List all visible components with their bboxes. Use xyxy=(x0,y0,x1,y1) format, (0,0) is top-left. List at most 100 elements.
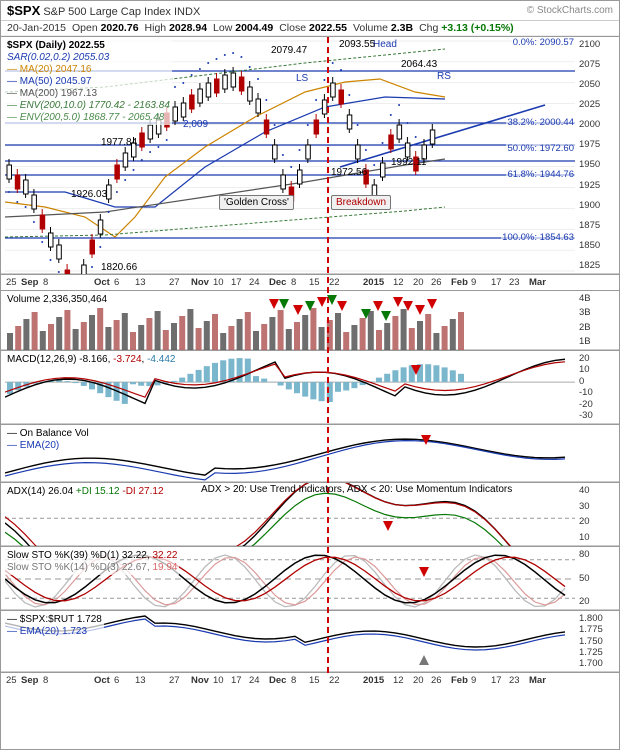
y-tick: 50 xyxy=(579,573,617,584)
y-tick: 1B xyxy=(579,336,617,347)
x-tick: Dec xyxy=(269,675,286,686)
x-tick: 8 xyxy=(291,675,296,686)
x-tick: 6 xyxy=(114,277,119,288)
y-tick: -30 xyxy=(579,410,617,421)
x-tick: 13 xyxy=(135,277,146,288)
y-tick: 1900 xyxy=(579,200,617,211)
legend-line: — ENV(200,10.0) 1770.42 - 2163.84 xyxy=(7,100,170,112)
x-tick: Dec xyxy=(269,277,286,288)
price-annotation: 1972.56 xyxy=(331,167,367,178)
chg-label: Chg xyxy=(419,22,438,34)
adx-legend: ADX(14) 26.04 +DI 15.12 -DI 27.12 xyxy=(5,485,166,499)
x-tick: 2015 xyxy=(363,675,384,686)
legend-part: 27.12 xyxy=(138,486,163,497)
y-tick: -20 xyxy=(579,399,617,410)
volume-legend: Volume 2,336,350,464 xyxy=(5,293,109,307)
y-tick: 1875 xyxy=(579,220,617,231)
legend-part: -DI xyxy=(120,486,139,497)
legend-part: MACD(12,26,9) xyxy=(7,354,79,365)
obv-arrow-icon xyxy=(421,435,431,445)
x-tick: Mar xyxy=(529,675,546,686)
y-tick: 2075 xyxy=(579,59,617,70)
callout: Breakdown xyxy=(331,195,391,210)
y-tick: 1.775 xyxy=(579,624,617,635)
adx-note: ADX > 20: Use Trend Indicators, ADX < 20… xyxy=(201,484,512,495)
vertical-marker-line xyxy=(327,37,329,673)
obv-panel[interactable]: — On Balance Vol— EMA(20) xyxy=(1,424,619,482)
y-tick: 40 xyxy=(579,485,617,496)
x-tick: 17 xyxy=(231,277,242,288)
volume-arrow-red-icon xyxy=(269,299,279,309)
legend-part: -4.442 xyxy=(147,354,175,365)
x-axis-top: 25Sep8Oct61327Nov101724Dec81522201512202… xyxy=(1,274,619,290)
y-tick: 80 xyxy=(579,549,617,560)
y-tick: 1825 xyxy=(579,260,617,271)
volume-arrow-red-icon xyxy=(415,305,425,315)
low-label: Low xyxy=(213,22,232,34)
volume-arrow-red-icon xyxy=(293,305,303,315)
y-tick: 4B xyxy=(579,293,617,304)
price-annotation: 1926.03 xyxy=(71,189,107,200)
y-tick: 1950 xyxy=(579,159,617,170)
fib-label: 38.2%: 2000.44 xyxy=(506,117,575,128)
callout: 'Golden Cross' xyxy=(219,195,294,210)
volume-arrow-red-icon xyxy=(403,301,413,311)
x-tick: Nov xyxy=(191,675,209,686)
price-annotation: 1977.84 xyxy=(101,137,137,148)
fib-label: 100.0%: 1854.63 xyxy=(501,232,575,243)
x-tick: 20 xyxy=(413,675,424,686)
x-tick: 10 xyxy=(213,675,224,686)
volume-panel[interactable]: Volume 2,336,350,464 4B3B2B1B xyxy=(1,290,619,350)
volume-label: Volume xyxy=(353,22,388,34)
x-tick: 8 xyxy=(291,277,296,288)
x-tick: Mar xyxy=(529,277,546,288)
legend-part: -3.724 xyxy=(113,354,141,365)
legend-line: $SPX (Daily) 2022.55 xyxy=(7,40,170,52)
legend-part: +DI xyxy=(73,486,94,497)
legend-part: 32.22 xyxy=(152,550,177,561)
volume-arrow-red-icon xyxy=(317,297,327,307)
high-label: High xyxy=(145,22,167,34)
date: 20-Jan-2015 xyxy=(7,22,66,34)
adx-panel[interactable]: ADX(14) 26.04 +DI 15.12 -DI 27.12 40 30 20… xyxy=(1,482,619,546)
x-tick: 25 xyxy=(6,277,17,288)
legend-part: 19.94 xyxy=(152,562,177,573)
legend-part: 32.22 xyxy=(122,550,147,561)
volume-arrow-red-icon xyxy=(373,301,383,311)
y-tick: 30 xyxy=(579,501,617,512)
stochastic-panel[interactable]: Slow STO %K(39) %D(1) 32.22, 32.22Slow S… xyxy=(1,546,619,610)
price-y-axis: 2100207520502025200019751950192519001875… xyxy=(579,37,617,273)
x-tick: 25 xyxy=(6,675,17,686)
macd-panel[interactable]: MACD(12,26,9) -8.166, -3.724, -4.442 201… xyxy=(1,350,619,424)
x-tick: 17 xyxy=(231,675,242,686)
y-tick: 20 xyxy=(579,516,617,527)
obv-legend: — On Balance Vol— EMA(20) xyxy=(5,427,91,453)
obv-plot-area[interactable] xyxy=(5,425,577,481)
legend-line: — MA(20) 2047.16 xyxy=(7,64,170,76)
x-tick: 2015 xyxy=(363,277,384,288)
x-tick: 10 xyxy=(213,277,224,288)
close-value: 2022.55 xyxy=(309,22,347,34)
ratio-panel[interactable]: — $SPX:$RUT 1.728— EMA(20) 1.723 1.8001.… xyxy=(1,610,619,672)
x-tick: 23 xyxy=(509,277,520,288)
x-tick: Feb xyxy=(451,675,468,686)
legend-part: 22.67 xyxy=(122,562,147,573)
stochastic-legend: Slow STO %K(39) %D(1) 32.22, 32.22Slow S… xyxy=(5,549,179,575)
y-tick: 10 xyxy=(579,532,617,543)
y-tick: 2100 xyxy=(579,39,617,50)
high-value: 2028.94 xyxy=(169,22,207,34)
x-tick: 26 xyxy=(431,675,442,686)
y-tick: 3B xyxy=(579,307,617,318)
x-tick: 9 xyxy=(471,675,476,686)
price-panel[interactable]: $SPX (Daily) 2022.55SAR(0.02,0.2) 2055.0… xyxy=(1,36,619,274)
y-tick: 20 xyxy=(579,596,617,607)
fib-label: 50.0%: 1972.60 xyxy=(506,143,575,154)
instrument-name: S&P 500 Large Cap Index xyxy=(43,6,171,18)
y-tick: 1.800 xyxy=(579,613,617,624)
open-value: 2020.76 xyxy=(101,22,139,34)
volume-y-axis: 4B3B2B1B xyxy=(579,291,617,349)
volume-arrow-grn-icon xyxy=(381,311,391,321)
price-annotation: Head xyxy=(373,39,397,50)
adx-y-axis: 40 30 20 10 xyxy=(579,483,617,545)
price-annotation: 1992.11 xyxy=(391,157,426,168)
